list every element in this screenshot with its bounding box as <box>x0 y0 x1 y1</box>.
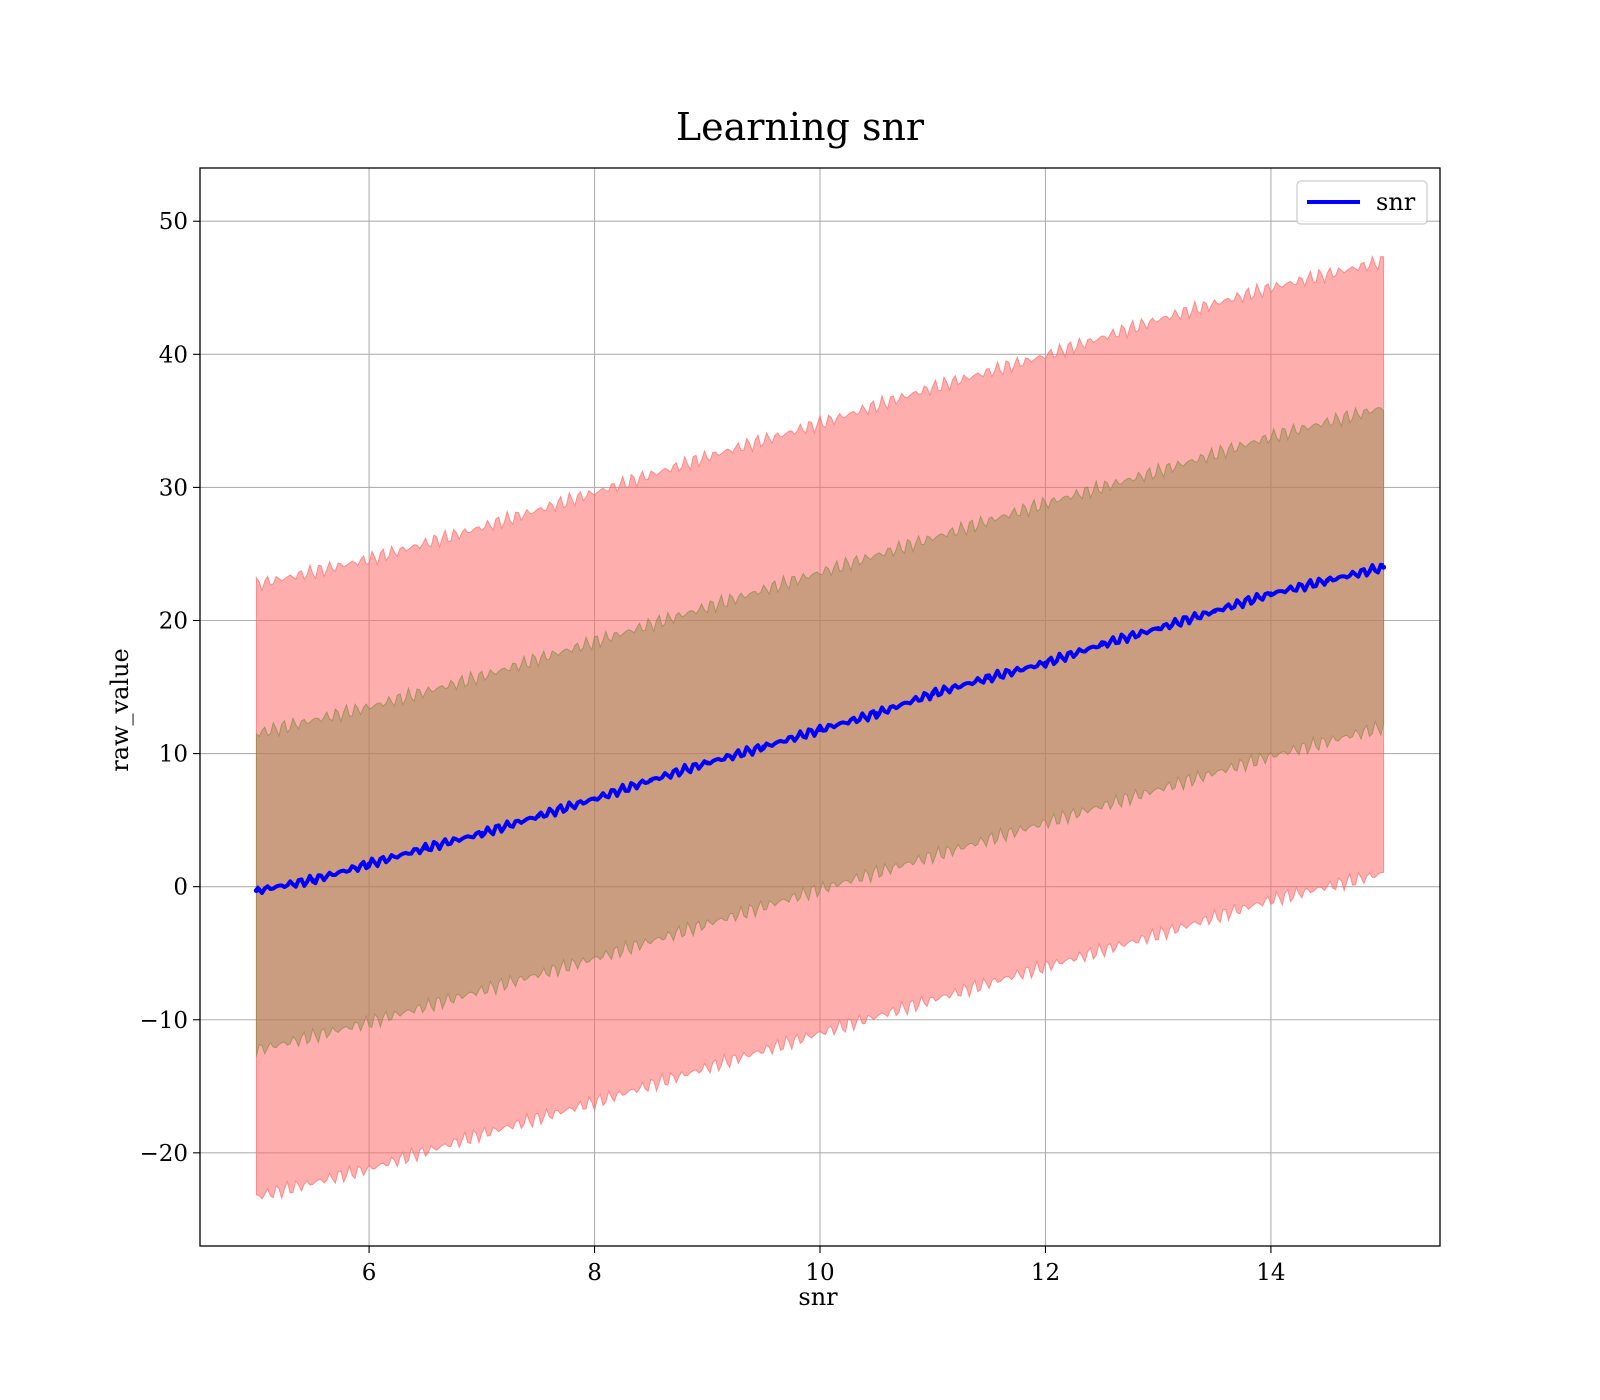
x-tick-label: 10 <box>805 1260 834 1286</box>
x-tick-label: 8 <box>587 1260 602 1286</box>
data-point <box>1324 578 1330 584</box>
data-point <box>648 777 654 783</box>
data-point <box>310 877 316 883</box>
x-tick-label: 12 <box>1031 1260 1060 1286</box>
y-tick-label: 20 <box>159 608 188 634</box>
y-tick-label: 40 <box>159 342 188 368</box>
series-lines <box>253 562 1387 895</box>
data-point <box>704 760 710 766</box>
legend-label-snr: snr <box>1376 188 1416 216</box>
legend-box <box>1296 180 1428 225</box>
data-point <box>479 830 485 836</box>
data-point <box>1042 660 1048 666</box>
legend: snr <box>1296 180 1428 225</box>
data-point <box>422 845 428 851</box>
data-point <box>873 711 879 717</box>
y-tick-label: 10 <box>159 742 188 768</box>
data-point <box>817 727 823 733</box>
series-line <box>255 562 1384 895</box>
data-point <box>1268 591 1274 597</box>
data-point <box>592 796 598 802</box>
x-axis-label: snr <box>798 1283 838 1311</box>
y-axis-ticks: −20 −10 0 10 20 30 40 50 <box>139 209 200 1167</box>
chart-title: Learning snr <box>676 105 925 149</box>
data-point <box>1155 625 1161 631</box>
x-tick-label: 14 <box>1256 1260 1285 1286</box>
y-tick-label: 30 <box>159 475 188 501</box>
data-point <box>535 813 541 819</box>
y-tick-label: 50 <box>159 209 188 235</box>
data-point <box>930 691 936 697</box>
x-tick-label: 6 <box>362 1260 377 1286</box>
data-point <box>253 888 259 894</box>
data-point <box>1381 564 1387 570</box>
y-tick-label: −10 <box>139 1008 188 1034</box>
data-point <box>761 744 767 750</box>
y-axis-label: raw_value <box>106 648 134 772</box>
y-tick-label: 0 <box>173 875 188 901</box>
data-point <box>366 861 372 867</box>
data-point <box>986 675 992 681</box>
y-tick-label: −20 <box>139 1141 188 1167</box>
data-point <box>1212 608 1218 614</box>
x-axis-ticks: 6 8 10 12 14 <box>362 1246 1286 1286</box>
data-point <box>1099 641 1105 647</box>
